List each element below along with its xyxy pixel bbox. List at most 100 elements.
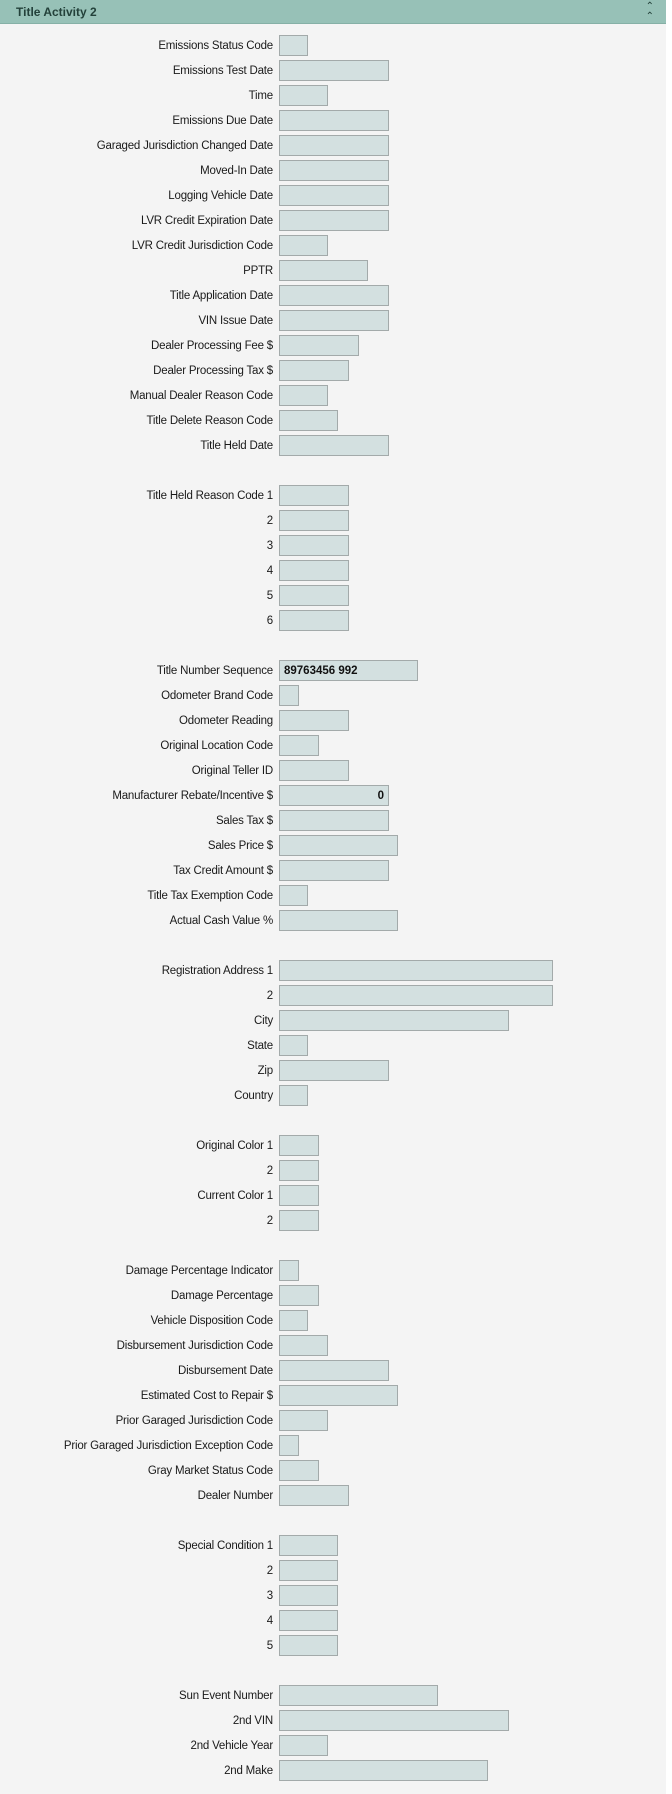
form-row: 4 [0, 558, 666, 583]
input-2[interactable] [279, 510, 349, 531]
form-row: 2 [0, 1158, 666, 1183]
input-sun-event-number[interactable] [279, 1685, 438, 1706]
input-state[interactable] [279, 1035, 308, 1056]
input-2nd-vin[interactable] [279, 1710, 509, 1731]
field-label: Country [234, 1089, 273, 1102]
field-label: 2 [266, 1214, 273, 1227]
input-2[interactable] [279, 1560, 338, 1581]
input-3[interactable] [279, 1585, 338, 1606]
input-title-held-reason-code-1[interactable] [279, 485, 349, 506]
form-row: LVR Credit Expiration Date [0, 208, 666, 233]
input-2[interactable] [279, 1160, 319, 1181]
form-row: Title Application Date [0, 283, 666, 308]
input-odometer-brand-code[interactable] [279, 685, 299, 706]
input-city[interactable] [279, 1010, 509, 1031]
input-time[interactable] [279, 85, 328, 106]
input-tax-credit-amount[interactable] [279, 860, 389, 881]
field-label: 5 [266, 1639, 273, 1652]
input-emissions-test-date[interactable] [279, 60, 389, 81]
input-title-application-date[interactable] [279, 285, 389, 306]
input-2[interactable] [279, 1210, 319, 1231]
form-row: 3 [0, 1583, 666, 1608]
input-disbursement-date[interactable] [279, 1360, 389, 1381]
double-chevron-up-icon[interactable]: ⌃ ⌃ [645, 0, 654, 22]
field-label: Odometer Reading [179, 714, 273, 727]
input-2[interactable] [279, 985, 553, 1006]
form-row: City [0, 1008, 666, 1033]
input-prior-garaged-jurisdiction-exception-code[interactable] [279, 1435, 299, 1456]
input-damage-percentage[interactable] [279, 1285, 319, 1306]
input-original-teller-id[interactable] [279, 760, 349, 781]
input-3[interactable] [279, 535, 349, 556]
input-estimated-cost-to-repair[interactable] [279, 1385, 398, 1406]
form-row: Logging Vehicle Date [0, 183, 666, 208]
input-odometer-reading[interactable] [279, 710, 349, 731]
input-original-location-code[interactable] [279, 735, 319, 756]
input-disbursement-jurisdiction-code[interactable] [279, 1335, 328, 1356]
input-actual-cash-value[interactable] [279, 910, 398, 931]
input-original-color-1[interactable] [279, 1135, 319, 1156]
input-title-delete-reason-code[interactable] [279, 410, 338, 431]
panel-header[interactable]: Title Activity 2 ⌃ ⌃ [0, 0, 666, 24]
input-sales-price[interactable] [279, 835, 398, 856]
form-row: Manual Dealer Reason Code [0, 383, 666, 408]
form-row: 2nd Vehicle Year [0, 1733, 666, 1758]
input-lvr-credit-expiration-date[interactable] [279, 210, 389, 231]
input-manual-dealer-reason-code[interactable] [279, 385, 328, 406]
form-row: 3 [0, 533, 666, 558]
form-row: Garaged Jurisdiction Changed Date [0, 133, 666, 158]
input-zip[interactable] [279, 1060, 389, 1081]
input-title-tax-exemption-code[interactable] [279, 885, 308, 906]
form-row: LVR Credit Jurisdiction Code [0, 233, 666, 258]
field-label: Damage Percentage [170, 1289, 273, 1302]
input-special-condition-1[interactable] [279, 1535, 338, 1556]
form-row: Sun Event Number [0, 1683, 666, 1708]
input-logging-vehicle-date[interactable] [279, 185, 389, 206]
input-2nd-vehicle-year[interactable] [279, 1735, 328, 1756]
field-label: Tax Credit Amount $ [173, 864, 273, 877]
input-5[interactable] [279, 585, 349, 606]
field-label: Dealer Number [197, 1489, 274, 1502]
input-dealer-processing-tax[interactable] [279, 360, 349, 381]
input-garaged-jurisdiction-changed-date[interactable] [279, 135, 389, 156]
input-moved-in-date[interactable] [279, 160, 389, 181]
input-registration-address-1[interactable] [279, 960, 553, 981]
field-label: Original Teller ID [191, 764, 273, 777]
input-pptr[interactable] [279, 260, 368, 281]
input-vehicle-disposition-code[interactable] [279, 1310, 308, 1331]
input-title-number-sequence[interactable]: 89763456 992 [279, 660, 418, 681]
input-country[interactable] [279, 1085, 308, 1106]
input-gray-market-status-code[interactable] [279, 1460, 319, 1481]
input-damage-percentage-indicator[interactable] [279, 1260, 299, 1281]
field-label: Garaged Jurisdiction Changed Date [96, 139, 273, 152]
field-label: Title Tax Exemption Code [147, 889, 273, 902]
input-sales-tax[interactable] [279, 810, 389, 831]
input-dealer-number[interactable] [279, 1485, 349, 1506]
field-label: State [247, 1039, 273, 1052]
input-emissions-due-date[interactable] [279, 110, 389, 131]
field-label: Current Color 1 [197, 1189, 273, 1202]
input-emissions-status-code[interactable] [279, 35, 308, 56]
input-lvr-credit-jurisdiction-code[interactable] [279, 235, 328, 256]
field-label: 6 [266, 614, 273, 627]
field-label: Title Number Sequence [156, 664, 273, 677]
input-4[interactable] [279, 1610, 338, 1631]
input-dealer-processing-fee[interactable] [279, 335, 359, 356]
panel-title: Title Activity 2 [16, 4, 97, 19]
field-label: Moved-In Date [200, 164, 273, 177]
input-6[interactable] [279, 610, 349, 631]
input-5[interactable] [279, 1635, 338, 1656]
input-vin-issue-date[interactable] [279, 310, 389, 331]
field-label: 2 [266, 1564, 273, 1577]
form-row: Sales Price $ [0, 833, 666, 858]
input-2nd-make[interactable] [279, 1760, 488, 1781]
input-4[interactable] [279, 560, 349, 581]
input-title-held-date[interactable] [279, 435, 389, 456]
form-row: 5 [0, 583, 666, 608]
input-manufacturer-rebate-incentive[interactable]: 0 [279, 785, 389, 806]
form-row: Original Location Code [0, 733, 666, 758]
input-current-color-1[interactable] [279, 1185, 319, 1206]
form-row: Special Condition 1 [0, 1533, 666, 1558]
input-prior-garaged-jurisdiction-code[interactable] [279, 1410, 328, 1431]
